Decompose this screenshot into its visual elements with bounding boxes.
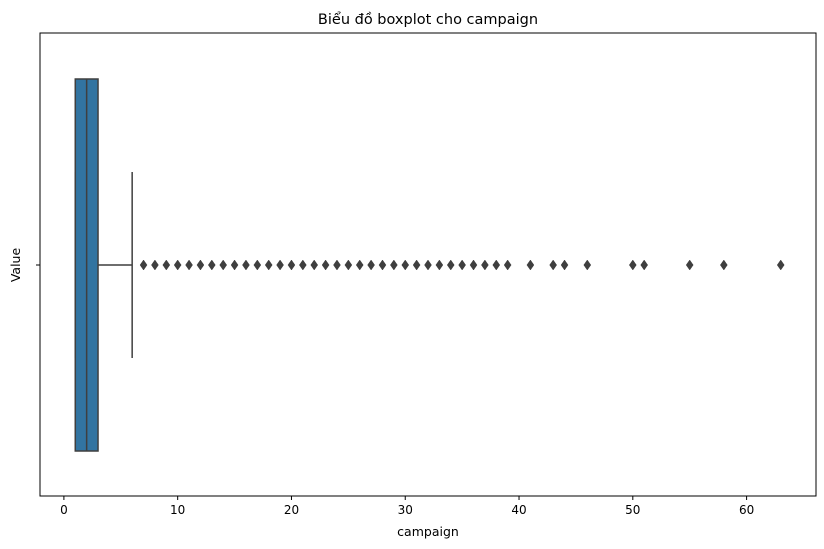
outlier-point-28 <box>458 259 466 271</box>
outlier-point-30 <box>481 259 489 271</box>
plot-area <box>74 78 785 452</box>
outlier-point-35 <box>560 259 569 271</box>
x-tick-label-5: 50 <box>625 503 640 517</box>
outlier-point-10 <box>253 259 262 271</box>
outlier-point-1 <box>151 259 159 271</box>
outlier-point-11 <box>264 259 273 271</box>
outlier-point-4 <box>185 259 193 271</box>
outlier-point-31 <box>492 259 501 271</box>
outlier-point-25 <box>424 259 432 271</box>
outlier-point-26 <box>435 259 444 271</box>
outlier-point-18 <box>344 259 353 271</box>
y-axis-label: Value <box>8 248 23 283</box>
outlier-point-6 <box>208 259 216 271</box>
outlier-point-3 <box>173 259 182 271</box>
outlier-point-32 <box>503 259 512 271</box>
x-tick-label-3: 30 <box>398 503 413 517</box>
outlier-point-29 <box>469 259 478 271</box>
outlier-point-7 <box>219 259 227 271</box>
outlier-point-34 <box>549 259 557 271</box>
outlier-point-41 <box>776 259 785 271</box>
x-tick-label-6: 60 <box>739 503 754 517</box>
outlier-point-5 <box>196 259 205 271</box>
x-axis-label: campaign <box>397 524 459 539</box>
outlier-point-14 <box>299 259 307 271</box>
outlier-point-23 <box>401 259 410 271</box>
x-axis: 0 10 20 30 40 50 60 <box>60 496 754 517</box>
outlier-point-15 <box>310 259 319 271</box>
outlier-point-21 <box>378 259 387 271</box>
outlier-point-8 <box>230 259 239 271</box>
outlier-point-22 <box>390 259 398 271</box>
outlier-point-2 <box>162 259 171 271</box>
x-tick-label-0: 0 <box>60 503 68 517</box>
outlier-point-33 <box>526 259 535 271</box>
outlier-point-20 <box>367 259 375 271</box>
outlier-point-24 <box>412 259 421 271</box>
x-tick-label-1: 10 <box>170 503 185 517</box>
outlier-point-12 <box>276 259 284 271</box>
outlier-point-27 <box>446 259 455 271</box>
outlier-point-9 <box>242 259 250 271</box>
outlier-point-19 <box>355 259 364 271</box>
outlier-point-16 <box>321 259 330 271</box>
x-tick-label-2: 20 <box>284 503 299 517</box>
outlier-point-40 <box>720 259 728 271</box>
outlier-point-36 <box>583 259 592 271</box>
chart-title: Biểu đồ boxplot cho campaign <box>318 11 538 28</box>
outlier-point-38 <box>640 259 648 271</box>
x-tick-label-4: 40 <box>511 503 526 517</box>
outlier-point-17 <box>333 259 341 271</box>
outlier-point-0 <box>139 259 148 271</box>
outlier-point-37 <box>629 259 637 271</box>
outlier-point-13 <box>287 259 296 271</box>
outlier-point-39 <box>685 259 694 271</box>
